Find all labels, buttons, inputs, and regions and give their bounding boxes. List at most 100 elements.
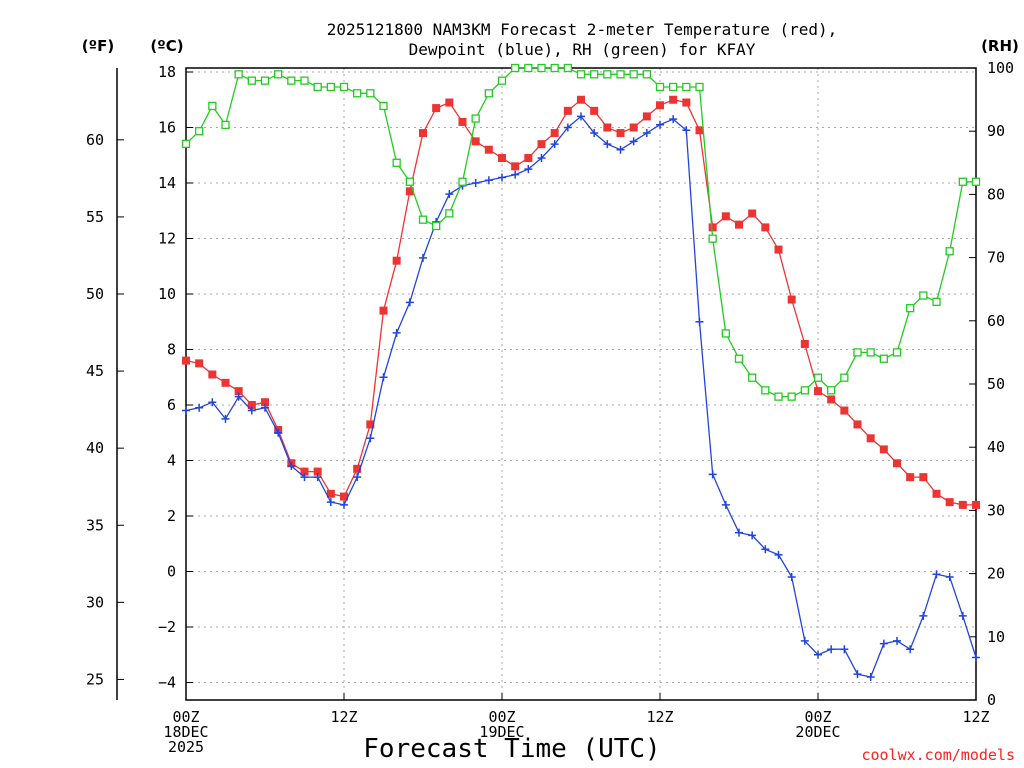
rh-tick-label: 60 — [987, 312, 1005, 330]
x-tick-label: 12Z — [330, 708, 357, 726]
x-tick-label: 20DEC — [795, 723, 840, 741]
dewpoint-point — [735, 528, 743, 537]
rh-point — [932, 297, 941, 306]
temperature-point — [577, 95, 585, 104]
rh-point — [274, 70, 283, 79]
dewpoint-point — [682, 126, 691, 135]
rh-point — [537, 63, 546, 73]
rh-point — [353, 89, 362, 98]
dewpoint-point — [945, 573, 954, 582]
temperature-point — [932, 489, 941, 498]
dewpoint-point — [840, 645, 849, 654]
temperature-point — [524, 154, 533, 163]
rh-point — [524, 63, 533, 73]
fahrenheit-tick-label: 40 — [86, 439, 104, 457]
rh-tick-label: 80 — [987, 185, 1005, 203]
temperature-point — [537, 140, 546, 149]
rh-tick-label: 100 — [987, 59, 1014, 77]
rh-unit-label: (RH) — [981, 37, 1019, 55]
rh-point — [971, 177, 981, 186]
dewpoint-point — [379, 373, 388, 382]
temperature-point — [221, 378, 230, 387]
fahrenheit-unit-label: (ºF) — [82, 37, 114, 55]
temperature-point — [682, 98, 691, 107]
temperature-point — [787, 295, 796, 304]
dewpoint-point — [392, 328, 401, 337]
temperature-point — [432, 104, 441, 113]
rh-point — [300, 76, 309, 85]
temperature-point — [590, 106, 599, 115]
dewpoint-line — [185, 115, 977, 678]
rh-point — [287, 76, 296, 85]
dewpoint-point — [932, 570, 941, 579]
rh-tick-label: 50 — [987, 375, 1005, 393]
dewpoint-point — [827, 645, 836, 654]
dewpoint-point — [498, 173, 506, 182]
temperature-point — [642, 112, 651, 121]
celsius-tick-label: 2 — [167, 507, 176, 525]
rh-point — [313, 82, 322, 92]
celsius-tick-label: 14 — [158, 174, 176, 192]
rh-point — [892, 348, 902, 357]
dewpoint-point — [313, 473, 322, 482]
rh-point — [800, 386, 809, 395]
rh-point — [919, 291, 928, 300]
celsius-tick-label: 8 — [167, 341, 176, 359]
rh-point — [761, 386, 770, 395]
rh-point — [682, 82, 691, 92]
temperature-point — [247, 401, 256, 409]
dewpoint-point — [721, 500, 730, 509]
x-tick-label: 19DEC — [479, 723, 524, 741]
temperature-point — [379, 306, 388, 315]
x-axis-title: Forecast Time (UTC) — [363, 734, 660, 764]
rh-point — [247, 76, 256, 85]
rh-point — [563, 63, 572, 73]
rh-point — [840, 373, 849, 382]
dewpoint-point — [419, 253, 427, 262]
celsius-tick-label: 6 — [167, 396, 176, 414]
x-tick-label: 18DEC — [163, 723, 208, 741]
rh-point — [629, 70, 638, 79]
credit-link[interactable]: coolwx.com/models — [861, 746, 1015, 764]
rh-point — [655, 82, 665, 92]
dewpoint-point — [182, 406, 190, 415]
rh-point — [484, 89, 493, 98]
temperature-point — [445, 98, 454, 107]
temperature-point — [603, 123, 612, 132]
temperature-point — [234, 387, 243, 396]
fahrenheit-tick-label: 35 — [86, 516, 104, 534]
temperature-point — [629, 123, 638, 132]
plot-grid — [186, 68, 976, 700]
celsius-tick-label: 16 — [158, 119, 176, 137]
x-tick-label: 12Z — [962, 708, 989, 726]
temperature-point — [182, 356, 190, 365]
temperature-point — [774, 245, 783, 254]
plot-axes: 181614121086420−2−4253035404550556001020… — [86, 59, 1014, 756]
dewpoint-point — [537, 154, 546, 163]
temperature-point — [906, 473, 915, 482]
temperature-point — [972, 500, 980, 509]
rh-point — [813, 373, 823, 382]
dewpoint-point — [405, 298, 414, 307]
celsius-tick-label: 12 — [158, 230, 176, 248]
dewpoint-point — [261, 403, 269, 412]
rh-point — [432, 221, 441, 231]
fahrenheit-tick-label: 45 — [86, 362, 104, 380]
temperature-point — [563, 106, 572, 115]
dewpoint-point — [814, 650, 822, 659]
rh-point — [405, 177, 414, 186]
fahrenheit-tick-label: 30 — [86, 593, 104, 611]
celsius-unit-label: (ºC) — [150, 37, 183, 55]
fahrenheit-tick-label: 60 — [86, 131, 104, 149]
rh-point — [379, 101, 388, 111]
temperature-point — [735, 220, 743, 229]
dewpoint-point — [550, 140, 559, 149]
dewpoint-point — [866, 672, 875, 681]
dewpoint-point — [629, 137, 638, 146]
x-tick-label: 00Z — [172, 708, 199, 726]
temperature-point — [419, 129, 427, 138]
dewpoint-point — [656, 120, 664, 129]
celsius-tick-label: −2 — [158, 618, 176, 636]
fahrenheit-tick-label: 50 — [86, 285, 104, 303]
